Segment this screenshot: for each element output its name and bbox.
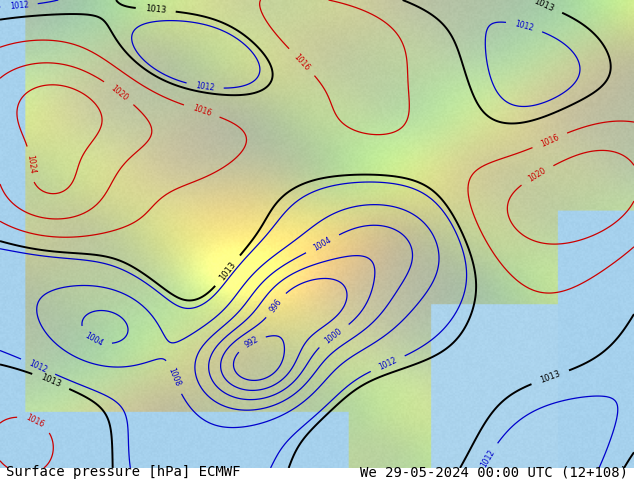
Text: 996: 996 xyxy=(268,296,283,314)
Text: 1016: 1016 xyxy=(539,132,560,148)
Text: 1004: 1004 xyxy=(312,235,333,252)
Text: 1013: 1013 xyxy=(533,0,555,13)
Text: 1000: 1000 xyxy=(323,326,344,345)
Text: 1013: 1013 xyxy=(39,373,62,390)
Text: 1013: 1013 xyxy=(145,4,167,15)
Text: 1013: 1013 xyxy=(217,260,238,282)
Text: 1012: 1012 xyxy=(195,81,215,93)
Text: 1012: 1012 xyxy=(479,448,496,469)
Text: 1012: 1012 xyxy=(377,356,398,372)
Text: We 29-05-2024 00:00 UTC (12+108): We 29-05-2024 00:00 UTC (12+108) xyxy=(359,465,628,479)
Text: Surface pressure [hPa] ECMWF: Surface pressure [hPa] ECMWF xyxy=(6,465,241,479)
Text: 1020: 1020 xyxy=(526,166,548,184)
Text: 1012: 1012 xyxy=(27,359,49,375)
Text: 992: 992 xyxy=(243,335,260,350)
Text: 1013: 1013 xyxy=(539,369,562,385)
Text: 1024: 1024 xyxy=(25,154,36,174)
Text: 1016: 1016 xyxy=(292,52,312,72)
Text: 1012: 1012 xyxy=(9,0,29,11)
Text: 1008: 1008 xyxy=(166,367,182,388)
Text: 1020: 1020 xyxy=(109,83,129,102)
Text: 1012: 1012 xyxy=(514,19,534,33)
Text: 1016: 1016 xyxy=(191,103,212,119)
Text: 1016: 1016 xyxy=(25,413,46,429)
Text: 1004: 1004 xyxy=(83,331,105,348)
